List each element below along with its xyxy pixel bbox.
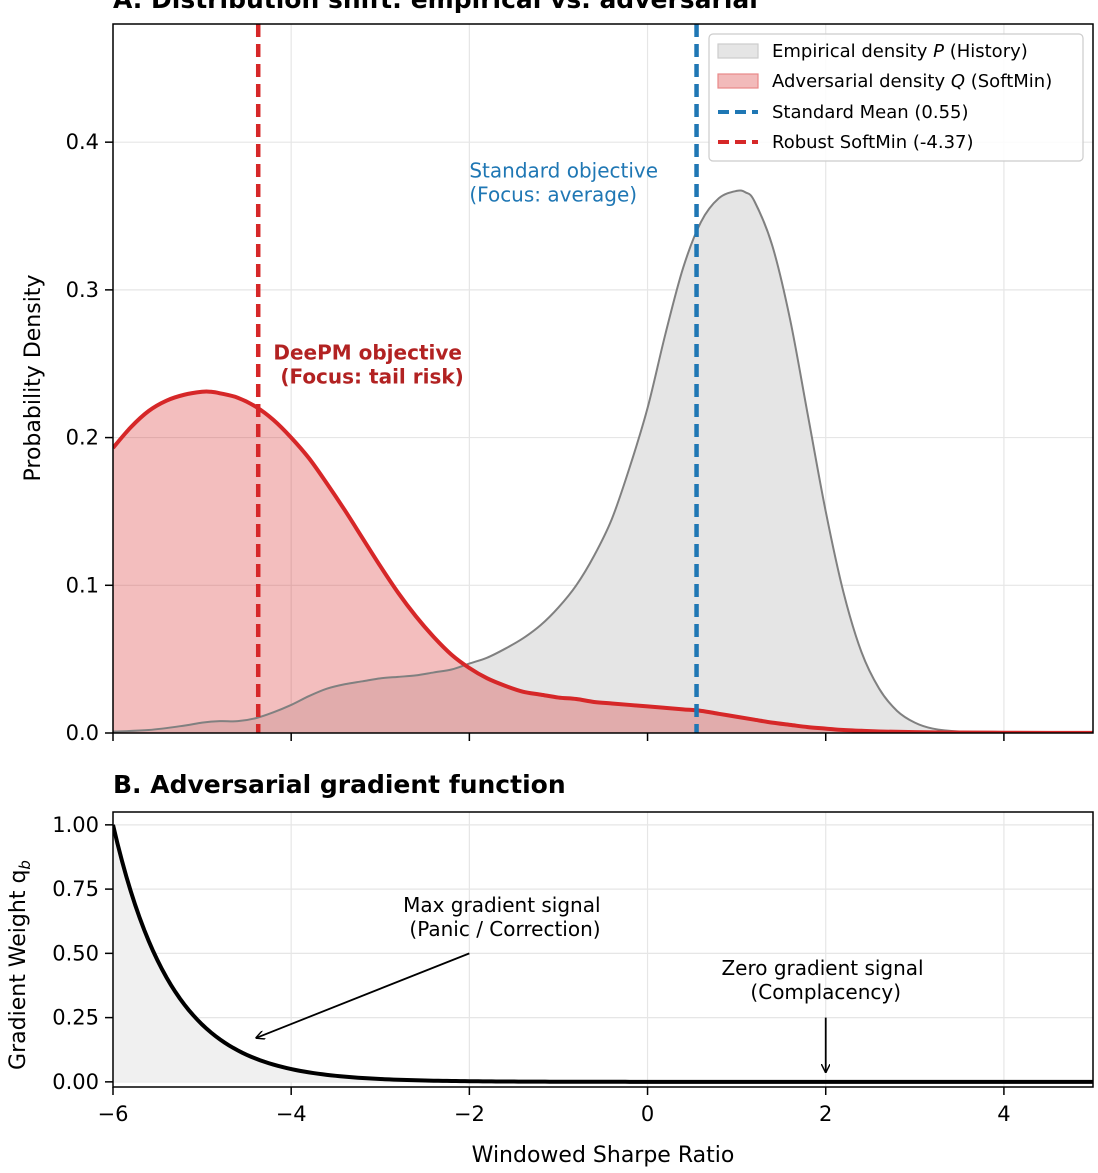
panel-a-ylabel: Probability Density xyxy=(21,275,46,482)
gradient-weight-fill xyxy=(113,824,1093,1082)
panel-a-y-tick-label: 0.4 xyxy=(66,130,99,154)
panel-b-x-tick-label: −4 xyxy=(276,1102,307,1126)
standard-objective-line-2: (Focus: average) xyxy=(469,183,637,207)
panel-b-x-tick-label: 2 xyxy=(819,1102,832,1126)
legend-label-empirical: Empirical density P (History) xyxy=(772,41,1028,62)
panel-b-ticks: −6 −4 −2 0 2 4 0.00 0.25 0.50 0.75 1.00 xyxy=(52,813,1010,1126)
panel-a-y-tick-label: 0.0 xyxy=(66,721,99,745)
deepm-objective-annotation: DeePM objective (Focus: tail risk) xyxy=(273,340,510,388)
panel-b-y-tick-label: 1.00 xyxy=(52,813,99,837)
panel-b-grid xyxy=(112,812,1093,1087)
panel-b-x-tick-label: −2 xyxy=(454,1102,485,1126)
max-gradient-line-2: (Panic / Correction) xyxy=(409,917,600,941)
panel-a-areas xyxy=(113,189,1093,733)
panel-b-x-tick-label: 4 xyxy=(997,1102,1010,1126)
legend-swatch-empirical xyxy=(717,43,759,59)
panel-a-ticks: 0.0 0.1 0.2 0.3 0.4 xyxy=(66,130,1005,745)
zero-gradient-line-2: (Complacency) xyxy=(750,980,901,1004)
legend: Empirical density P (History) Adversaria… xyxy=(708,33,1084,162)
panel-b: B. Adversarial gradient function −6 −4 −2 0… xyxy=(6,770,1094,1168)
legend-label-adversarial: Adversarial density Q (SoftMin) xyxy=(772,71,1052,92)
legend-label-standard-mean: Standard Mean (0.55) xyxy=(772,102,969,123)
standard-objective-annotation: Standard objective (Focus: average) xyxy=(469,159,664,207)
zero-gradient-line-1: Zero gradient signal xyxy=(721,956,923,980)
empirical-density-line xyxy=(113,189,1093,733)
gradient-weight-line xyxy=(113,824,1093,1084)
max-gradient-arrow xyxy=(256,952,470,1038)
adversarial-density-line xyxy=(113,389,1093,733)
panel-a: A. Distribution shift: empirical vs. adv… xyxy=(21,0,1094,745)
empirical-density-fill xyxy=(113,190,1093,733)
zero-gradient-annotation: Zero gradient signal (Complacency) xyxy=(721,956,930,1004)
max-gradient-line-1: Max gradient signal xyxy=(403,893,600,917)
panel-a-frame xyxy=(112,23,1094,734)
panel-b-y-tick-label: 0.25 xyxy=(52,1006,99,1030)
panel-b-y-tick-label: 0.75 xyxy=(52,877,99,901)
max-gradient-annotation: Max gradient signal (Panic / Correction) xyxy=(403,893,607,941)
legend-label-robust-softmin: Robust SoftMin (-4.37) xyxy=(772,132,974,153)
legend-frame xyxy=(708,33,1084,162)
panel-b-ylabel: Gradient Weight qb xyxy=(6,860,34,1070)
panel-a-y-tick-label: 0.1 xyxy=(66,573,99,597)
panel-b-xlabel: Windowed Sharpe Ratio xyxy=(472,1143,735,1168)
panel-b-curve xyxy=(113,824,1093,1084)
panel-a-title: A. Distribution shift: empirical vs. adv… xyxy=(113,0,758,14)
panel-b-y-tick-label: 0.00 xyxy=(52,1070,99,1094)
panel-b-title: B. Adversarial gradient function xyxy=(113,770,566,799)
deepm-objective-line-2: (Focus: tail risk) xyxy=(273,364,463,388)
panel-a-y-tick-label: 0.3 xyxy=(66,278,99,302)
panel-b-frame xyxy=(112,811,1094,1088)
standard-objective-line-1: Standard objective xyxy=(469,159,658,183)
panel-b-y-tick-label: 0.50 xyxy=(52,941,99,965)
panel-a-y-tick-label: 0.2 xyxy=(66,426,99,450)
panel-a-reference-lines xyxy=(255,24,699,733)
deepm-objective-line-1: DeePM objective xyxy=(273,340,462,364)
panel-b-x-tick-label: 0 xyxy=(641,1102,654,1126)
legend-swatch-adversarial xyxy=(717,73,759,89)
adversarial-density-fill xyxy=(113,391,1093,733)
panel-b-x-tick-label: −6 xyxy=(98,1102,129,1126)
